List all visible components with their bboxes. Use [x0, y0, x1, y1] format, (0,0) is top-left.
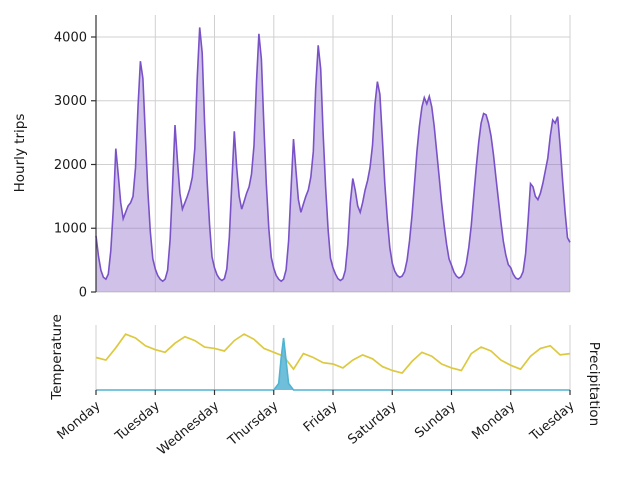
trips-area: [96, 27, 570, 293]
y-tick-label: 3000: [54, 94, 87, 109]
trips-line: [95, 27, 571, 283]
temperature-line: [95, 333, 571, 375]
y-tick-label: 1000: [54, 222, 87, 237]
x-tick-label: Saturday: [345, 398, 400, 447]
x-tick-label: Tuesday: [112, 398, 163, 444]
x-tick-label: Wednesday: [155, 398, 223, 458]
precipitation-series: [96, 337, 570, 391]
x-tick-label: Monday: [55, 398, 104, 443]
x-tick-label: Monday: [469, 398, 518, 443]
y-tick-label: 0: [79, 286, 87, 301]
y-tick-label: 2000: [54, 158, 87, 173]
y-axis: 0 1000 2000 3000 4000: [54, 15, 97, 301]
x-tick-label: Tuesday: [527, 398, 578, 444]
y-axis-label-temperature: Temperature: [49, 314, 65, 400]
y-tick-label: 4000: [54, 30, 87, 45]
x-tick-label: Sunday: [412, 398, 459, 441]
y-axis-label-precipitation: Precipitation: [586, 341, 602, 427]
precipitation-line: [96, 337, 570, 391]
y-axis-label-hourly-trips: Hourly trips: [12, 113, 28, 193]
trips-series: [95, 27, 571, 293]
x-tick-label: Thursday: [225, 398, 282, 449]
x-tick-label: Friday: [301, 398, 341, 435]
temperature-series: [95, 333, 571, 375]
